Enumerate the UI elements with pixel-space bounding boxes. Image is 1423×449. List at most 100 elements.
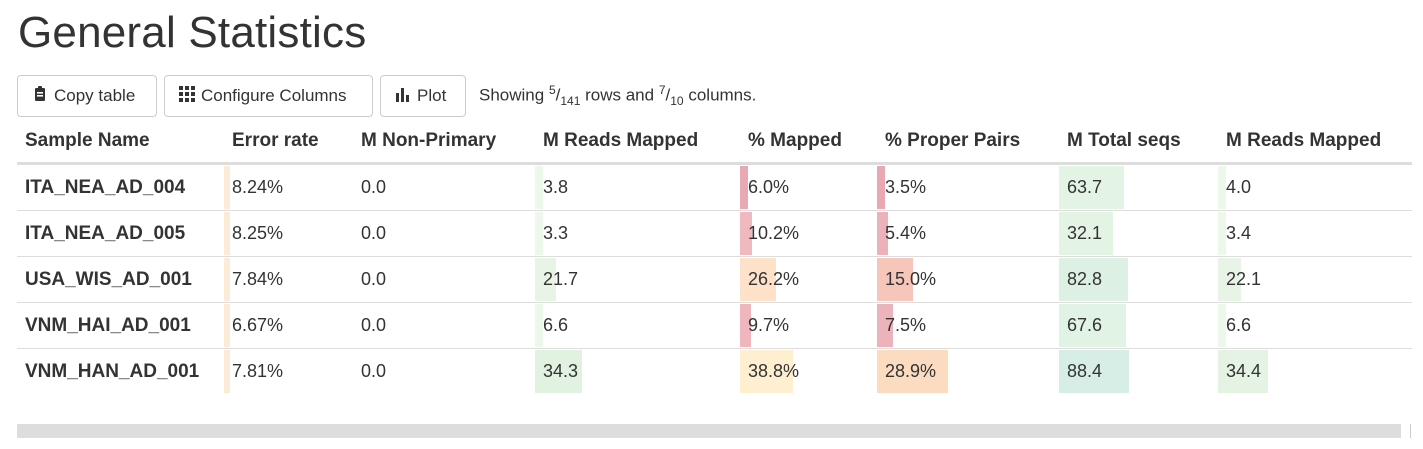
cell-value: 7.81% xyxy=(232,361,284,381)
table-cell: 88.4 xyxy=(1059,348,1218,394)
column-header[interactable]: M Reads Mapped xyxy=(1218,120,1412,165)
cell-bar xyxy=(535,350,582,393)
cell-bar xyxy=(535,212,543,255)
column-header[interactable]: Error rate xyxy=(224,120,353,165)
cell-bar xyxy=(740,350,793,393)
table-cell: 15.0% xyxy=(877,256,1059,303)
page-title: General Statistics xyxy=(18,8,367,57)
table-cell: 7.81% xyxy=(224,348,353,394)
table-cell: 22.1 xyxy=(1218,256,1412,303)
cell-value: 3.4 xyxy=(1226,223,1252,243)
cell-bar xyxy=(877,304,893,347)
cell-bar xyxy=(1059,166,1124,209)
table-cell: 0.0 xyxy=(353,348,535,394)
configure-columns-button[interactable]: Configure Columns xyxy=(164,75,373,117)
column-header[interactable]: M Reads Mapped xyxy=(535,120,740,165)
table-cell: 7.5% xyxy=(877,302,1059,349)
scrollbar-end-marker xyxy=(1410,424,1411,438)
table-toolbar: Copy table Configure Columns Plot Showin… xyxy=(17,74,756,118)
table-cell: 3.5% xyxy=(877,163,1059,211)
cell-value: 82.8 xyxy=(1067,269,1103,289)
cell-value: 5.4% xyxy=(885,223,927,243)
cell-bar xyxy=(224,304,230,347)
cell-bar xyxy=(224,212,230,255)
table-cell: 67.6 xyxy=(1059,302,1218,349)
cell-bar xyxy=(740,304,751,347)
cell-bar xyxy=(1059,304,1126,347)
cell-value: 21.7 xyxy=(543,269,579,289)
table-cell: 28.9% xyxy=(877,348,1059,394)
cell-value: 6.67% xyxy=(232,315,284,335)
plot-label: Plot xyxy=(417,86,447,105)
cell-bar xyxy=(535,304,543,347)
cell-value: 15.0% xyxy=(885,269,937,289)
cell-bar xyxy=(877,166,885,209)
sample-name-cell: VNM_HAN_AD_001 xyxy=(17,348,224,394)
table-cell: 9.7% xyxy=(740,302,877,349)
cell-bar xyxy=(224,258,230,301)
cell-bar xyxy=(877,258,913,301)
cell-value: 32.1 xyxy=(1067,223,1103,243)
table-cell: 82.8 xyxy=(1059,256,1218,303)
table-cell: 10.2% xyxy=(740,210,877,257)
cell-value: 0.0 xyxy=(361,269,387,289)
sample-name-cell: ITA_NEA_AD_005 xyxy=(17,210,224,257)
cell-value: 38.8% xyxy=(748,361,800,381)
table-header-row: Sample Name Error rate M Non-Primary M R… xyxy=(17,120,1412,165)
table-cell: 21.7 xyxy=(535,256,740,303)
cell-bar xyxy=(535,258,556,301)
cell-value: 28.9% xyxy=(885,361,937,381)
cell-bar xyxy=(224,166,230,209)
table-cell: 6.67% xyxy=(224,302,353,349)
column-header[interactable]: Sample Name xyxy=(17,120,224,165)
cell-bar xyxy=(1059,212,1113,255)
clipboard-icon xyxy=(32,85,48,108)
table-cell: 6.6 xyxy=(1218,302,1412,349)
table-cell: 0.0 xyxy=(353,163,535,211)
table-cell: 32.1 xyxy=(1059,210,1218,257)
cell-value: 0.0 xyxy=(361,361,387,381)
cell-value: 26.2% xyxy=(748,269,800,289)
table-cell: 5.4% xyxy=(877,210,1059,257)
table-cell: 0.0 xyxy=(353,256,535,303)
cell-value: 3.5% xyxy=(885,177,927,197)
copy-table-button[interactable]: Copy table xyxy=(17,75,157,117)
cell-bar xyxy=(740,166,748,209)
cell-value: 7.84% xyxy=(232,269,284,289)
cell-value: 3.8 xyxy=(543,177,569,197)
showing-summary: Showing 5/141 rows and 7/10 columns. xyxy=(479,83,757,109)
cell-bar xyxy=(1218,350,1268,393)
table-cell: 0.0 xyxy=(353,302,535,349)
bar-chart-icon xyxy=(395,86,411,107)
cell-value: 6.6 xyxy=(543,315,569,335)
column-header[interactable]: % Proper Pairs xyxy=(877,120,1059,165)
table-row: ITA_NEA_AD_004 8.24% 0.0 3.8 6.0% 3.5% 63.7 4.0 xyxy=(17,163,1412,211)
table-cell: 34.4 xyxy=(1218,348,1412,394)
grid-icon xyxy=(179,85,195,107)
table-row: VNM_HAI_AD_001 6.67% 0.0 6.6 9.7% 7.5% 67.6 6.6 xyxy=(17,302,1412,349)
table-cell: 4.0 xyxy=(1218,163,1412,211)
cell-bar xyxy=(1218,258,1241,301)
sample-name-cell: ITA_NEA_AD_004 xyxy=(17,163,224,211)
column-header[interactable]: M Non-Primary xyxy=(353,120,535,165)
table-cell: 0.0 xyxy=(353,210,535,257)
cell-value: 8.25% xyxy=(232,223,284,243)
plot-button[interactable]: Plot xyxy=(380,75,466,117)
cell-bar xyxy=(877,212,888,255)
table-cell: 3.3 xyxy=(535,210,740,257)
horizontal-scrollbar[interactable] xyxy=(17,424,1401,438)
cell-value: 67.6 xyxy=(1067,315,1103,335)
column-header[interactable]: M Total seqs xyxy=(1059,120,1218,165)
table-row: VNM_HAN_AD_001 7.81% 0.0 34.3 38.8% 28.9% 88.4… xyxy=(17,348,1412,394)
table-cell: 63.7 xyxy=(1059,163,1218,211)
cell-value: 0.0 xyxy=(361,177,387,197)
table-row: USA_WIS_AD_001 7.84% 0.0 21.7 26.2% 15.0% 82.8… xyxy=(17,256,1412,303)
column-header[interactable]: % Mapped xyxy=(740,120,877,165)
cell-value: 7.5% xyxy=(885,315,927,335)
cell-value: 34.3 xyxy=(543,361,579,381)
cell-value: 0.0 xyxy=(361,223,387,243)
table-cell: 3.4 xyxy=(1218,210,1412,257)
cell-value: 34.4 xyxy=(1226,361,1262,381)
table-cell: 26.2% xyxy=(740,256,877,303)
sample-name-cell: USA_WIS_AD_001 xyxy=(17,256,224,303)
